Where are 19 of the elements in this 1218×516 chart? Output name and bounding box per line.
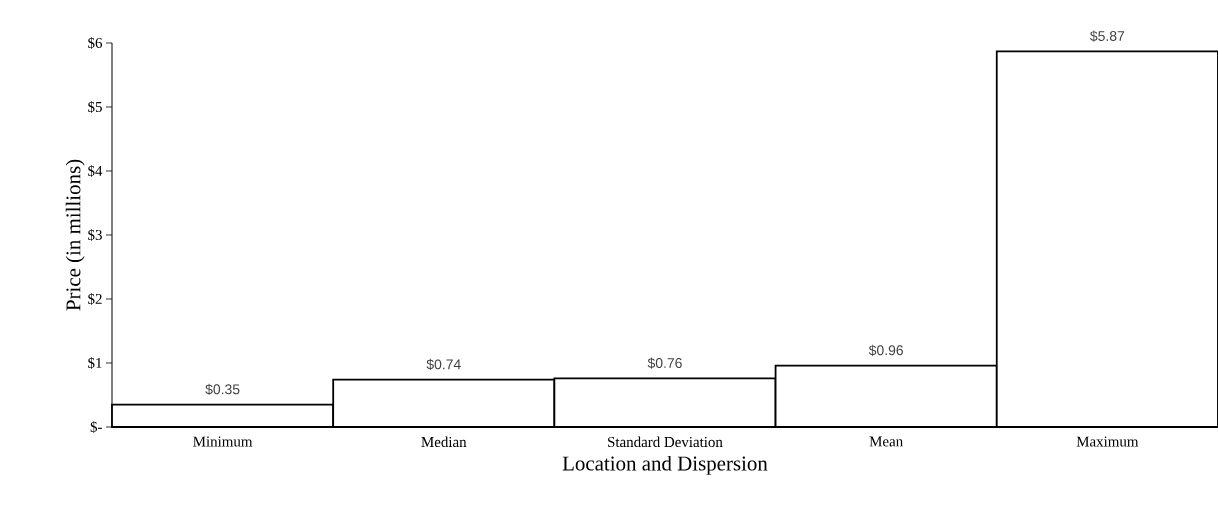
x-tick-label: Minimum [193, 436, 253, 447]
x-tick-label: Median [421, 436, 467, 448]
y-tick-label: $5 [88, 101, 102, 113]
y-tick-label: $3 [88, 229, 102, 241]
y-tick-label: $4 [88, 165, 103, 177]
data-label: $0.35 [205, 383, 240, 396]
data-label: $5.87 [1090, 30, 1125, 42]
data-label: $0.74 [426, 358, 461, 371]
x-axis-title: Location and Dispersion [562, 455, 768, 475]
y-tick-label: $- [90, 421, 102, 433]
y-tick-label: $6 [88, 37, 103, 49]
y-axis-title: Price (in millions) [65, 159, 85, 311]
y-tick-label: $2 [88, 293, 102, 305]
x-tick-label: Mean [869, 436, 903, 447]
y-tick-label: $1 [88, 357, 102, 369]
x-tick-label: Standard Deviation [608, 436, 723, 448]
x-tick-label: Maximum [1076, 436, 1139, 447]
data-label: $0.96 [868, 344, 903, 357]
data-label: $0.76 [647, 357, 682, 369]
